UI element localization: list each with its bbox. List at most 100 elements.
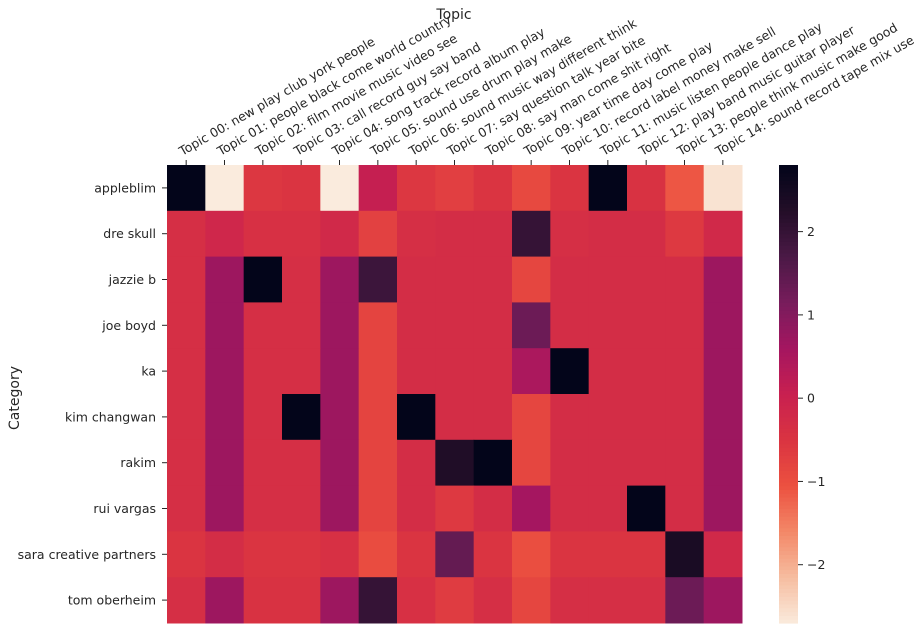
row-tick-label: rakim — [120, 455, 156, 470]
colorbar-tick-label: −1 — [807, 474, 825, 489]
heatmap-cell — [282, 439, 321, 487]
colorbar-segment — [779, 229, 798, 235]
heatmap-cell — [512, 531, 551, 578]
colorbar-segment — [779, 477, 798, 483]
heatmap-cell — [243, 210, 283, 258]
heatmap-cell — [435, 256, 475, 303]
colorbar-tick-label: −2 — [807, 557, 825, 572]
heatmap-cell — [550, 485, 590, 532]
heatmap-cell — [665, 210, 705, 258]
heatmap-cell — [588, 256, 628, 303]
heatmap-cell — [665, 485, 705, 532]
colorbar-segment — [779, 237, 798, 242]
colorbar-segment — [779, 214, 798, 220]
heatmap-cell — [703, 485, 743, 532]
heatmap-cell — [243, 394, 283, 441]
colorbar-segment — [779, 474, 798, 479]
row-tick-label: tom oberheim — [68, 593, 156, 608]
heatmap-cell — [627, 531, 666, 578]
heatmap-cell — [243, 348, 283, 395]
heatmap-cell — [588, 394, 628, 441]
colorbar-segment — [779, 313, 798, 319]
colorbar: −2 −1 0 1 2 — [779, 165, 825, 624]
colorbar-segment — [779, 558, 798, 563]
colorbar-segment — [779, 428, 798, 433]
heatmap-cell — [665, 302, 705, 349]
heatmap-cell — [473, 256, 513, 303]
colorbar-segment — [779, 519, 798, 525]
colorbar-segment — [779, 508, 798, 513]
colorbar-segment — [779, 344, 798, 349]
colorbar-segment — [779, 619, 798, 624]
colorbar-segment — [779, 245, 798, 250]
colorbar-segment — [779, 535, 798, 540]
colorbar-segment — [779, 199, 798, 204]
heatmap-cell — [665, 165, 705, 212]
heatmap-cell — [627, 210, 666, 258]
heatmap-cell — [243, 165, 283, 212]
colorbar-segment — [779, 416, 798, 422]
colorbar-segment — [779, 397, 798, 403]
heatmap-cell — [588, 210, 628, 258]
colorbar-segment — [779, 565, 798, 571]
heatmap-cell — [167, 165, 206, 212]
heatmap-cell — [205, 256, 245, 303]
heatmap-cell — [665, 256, 705, 303]
colorbar-segment — [779, 168, 798, 174]
colorbar-segment — [779, 600, 798, 605]
heatmap-cell — [205, 577, 245, 624]
colorbar-segment — [779, 424, 798, 429]
colorbar-tick-label: 1 — [807, 307, 815, 322]
heatmap-cell — [320, 577, 360, 624]
colorbar-segment — [779, 191, 798, 197]
heatmap-cell — [703, 165, 743, 212]
colorbar-segment — [779, 435, 798, 441]
heatmap-cell — [358, 394, 398, 441]
colorbar-segment — [779, 458, 798, 464]
colorbar-segment — [779, 382, 798, 387]
heatmap-cell — [358, 531, 398, 578]
colorbar-segment — [779, 539, 798, 544]
colorbar-segment — [779, 222, 798, 227]
heatmap-cell — [473, 577, 513, 624]
heatmap-cell — [320, 210, 360, 258]
colorbar-segment — [779, 317, 798, 323]
heatmap-cell — [167, 439, 206, 487]
heatmap-cell — [282, 394, 321, 441]
heatmap-cell — [473, 485, 513, 532]
colorbar-segment — [779, 470, 798, 475]
heatmap-cell — [205, 165, 245, 212]
colorbar-segment — [779, 268, 798, 273]
heatmap-cell — [512, 348, 551, 395]
heatmap-cell — [627, 165, 666, 212]
colorbar-segment — [779, 481, 798, 487]
heatmap-cell — [320, 439, 360, 487]
heatmap-cell — [320, 348, 360, 395]
heatmap-cell — [703, 394, 743, 441]
heatmap-cell — [282, 577, 321, 624]
heatmap-cell — [397, 348, 436, 395]
colorbar-segment — [779, 504, 798, 510]
heatmap-cell — [320, 531, 360, 578]
heatmap-cell — [167, 210, 206, 258]
heatmap-cell — [358, 165, 398, 212]
colorbar-segment — [779, 290, 798, 296]
heatmap-cell — [665, 439, 705, 487]
heatmap-cell — [435, 439, 475, 487]
heatmap-cell — [588, 165, 628, 212]
heatmap-cell — [397, 302, 436, 349]
colorbar-segment — [779, 413, 798, 418]
heatmap-cell — [435, 165, 475, 212]
heatmap-cell — [473, 348, 513, 395]
colorbar-segment — [779, 241, 798, 246]
colorbar-segment — [779, 432, 798, 437]
colorbar-segment — [779, 615, 798, 620]
colorbar-segment — [779, 218, 798, 223]
colorbar-segment — [779, 607, 798, 613]
heatmap-cell — [627, 485, 666, 532]
heatmap-cell — [397, 439, 436, 487]
colorbar-segment — [779, 378, 798, 384]
heatmap-cell — [205, 348, 245, 395]
colorbar-segment — [779, 321, 798, 326]
colorbar-segment — [779, 485, 798, 491]
